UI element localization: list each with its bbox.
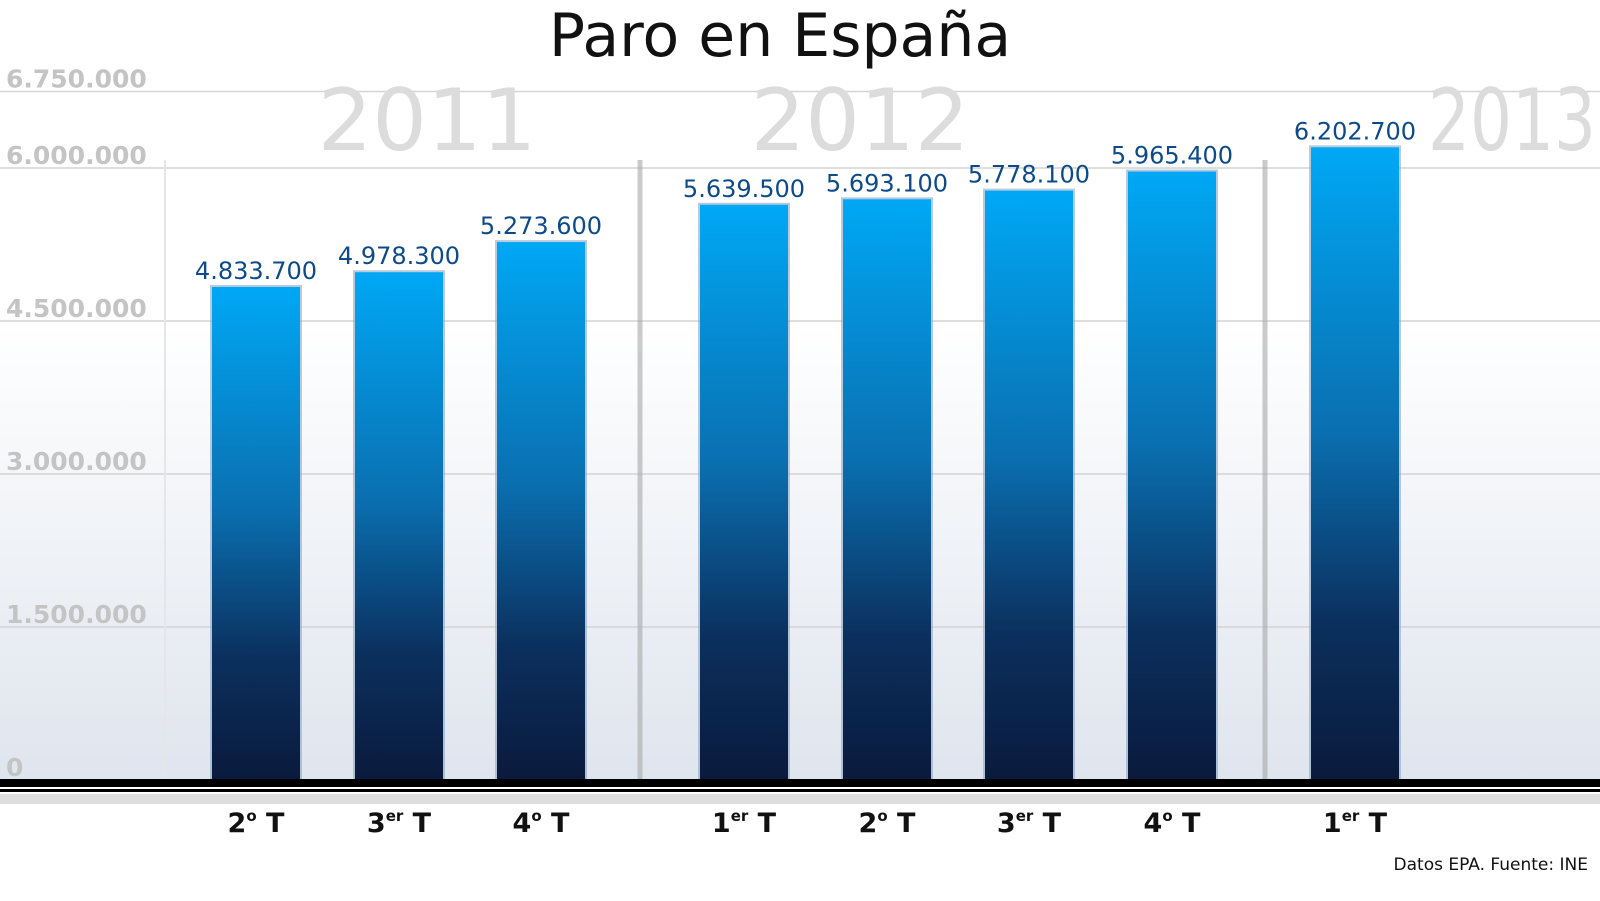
chart-title: Paro en España — [549, 1, 1011, 71]
value-label: 5.965.400 — [1111, 142, 1233, 170]
bar — [497, 242, 585, 781]
bar — [843, 199, 931, 780]
value-label: 4.833.700 — [195, 257, 317, 285]
bar — [1311, 147, 1399, 781]
y-tick-label: 6.750.000 — [6, 65, 147, 94]
x-tick-label: 2o T — [228, 807, 286, 839]
y-tick-label: 0 — [6, 753, 23, 782]
value-label: 5.639.500 — [683, 175, 805, 203]
y-tick-label: 3.000.000 — [6, 447, 147, 476]
value-label: 5.273.600 — [480, 212, 602, 240]
value-label: 5.693.100 — [826, 169, 948, 197]
bar — [700, 204, 788, 780]
x-tick-label: 3er T — [367, 807, 432, 839]
bar — [212, 286, 300, 780]
x-tick-labels: 2o T 3er T 4o T 1er T 2o T 3er T 4o T 1er T — [228, 807, 1388, 839]
year-labels: 2011 2012 2013 — [318, 71, 1596, 171]
y-tick-label: 1.500.000 — [6, 600, 147, 629]
value-label: 4.978.300 — [338, 242, 460, 270]
bar — [355, 272, 443, 780]
y-tick-label: 4.500.000 — [6, 294, 147, 323]
bar — [985, 190, 1073, 781]
value-label: 5.778.100 — [968, 161, 1090, 189]
year-label: 2012 — [751, 71, 970, 171]
x-tick-label: 2o T — [859, 807, 917, 839]
bar — [1128, 171, 1216, 781]
x-tick-label: 4o T — [1144, 807, 1202, 839]
bars: 4.833.700 4.978.300 5.273.600 5.639.500 5.69… — [195, 117, 1416, 781]
source-note: Datos EPA. Fuente: INE — [1394, 855, 1588, 875]
x-tick-label: 3er T — [997, 807, 1062, 839]
year-label: 2013 — [1428, 71, 1596, 171]
x-tick-label: 4o T — [513, 807, 571, 839]
year-label: 2011 — [318, 71, 537, 171]
y-tick-label: 6.000.000 — [6, 141, 147, 170]
x-axis-line — [0, 779, 1600, 804]
x-tick-label: 1er T — [712, 807, 777, 839]
value-label: 6.202.700 — [1294, 117, 1416, 145]
x-tick-label: 1er T — [1323, 807, 1388, 839]
